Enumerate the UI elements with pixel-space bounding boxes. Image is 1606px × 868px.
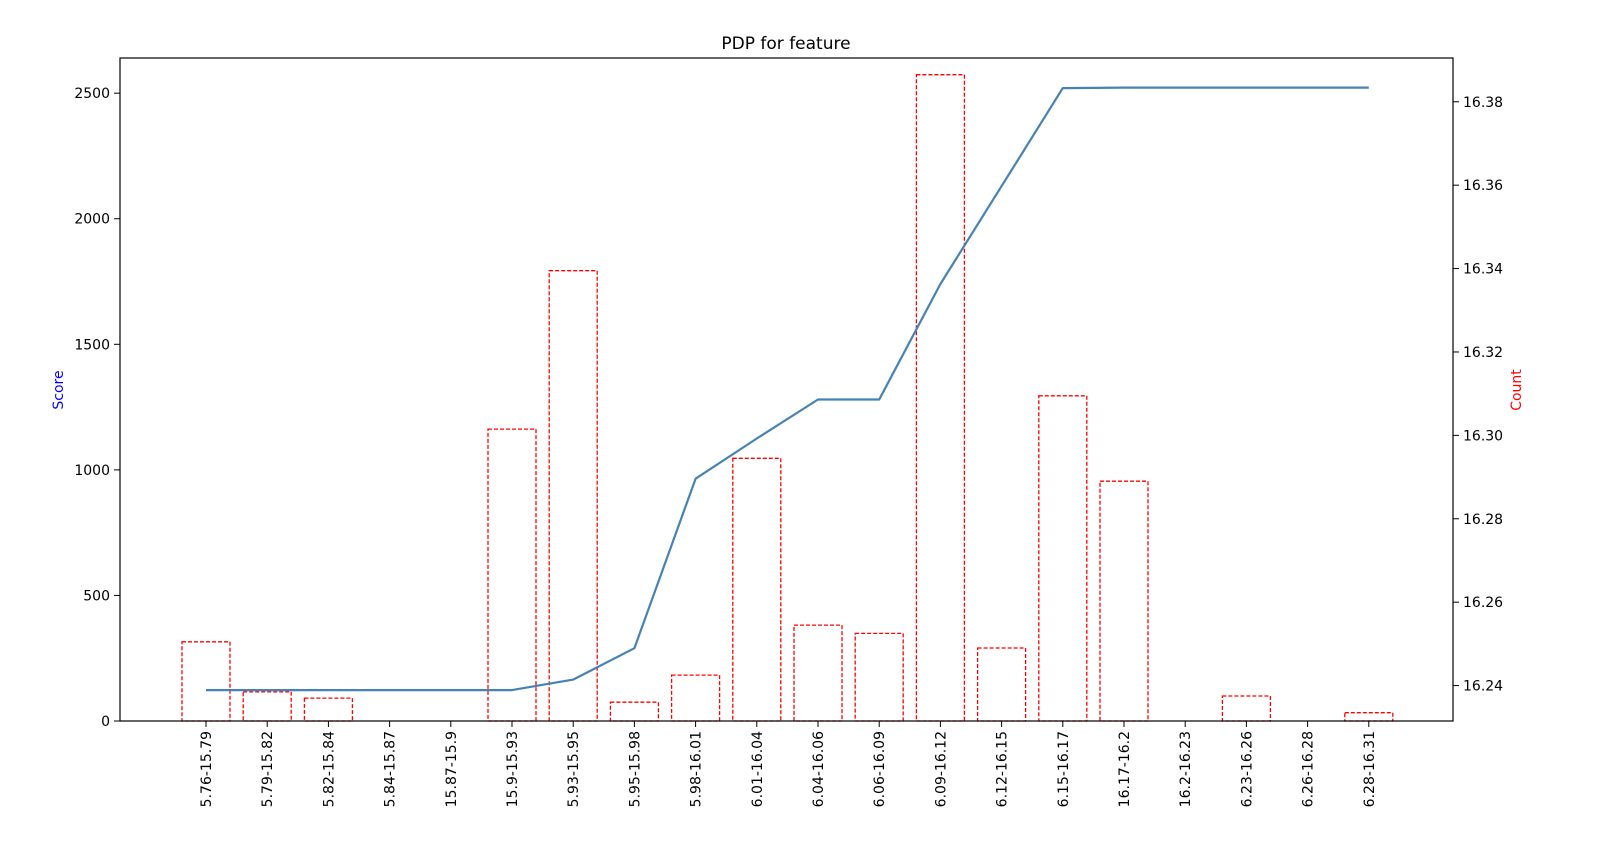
x-tick-label: 6.26-16.28 <box>1301 731 1317 807</box>
right-tick-label: 16.24 <box>1463 679 1503 695</box>
x-tick-label: 15.87-15.9 <box>444 731 460 807</box>
x-tick-label: 6.09-16.12 <box>933 731 949 807</box>
x-tick-label: 5.95-15.98 <box>627 731 643 807</box>
left-tick-label: 0 <box>101 714 110 730</box>
x-tick-label: 6.23-16.26 <box>1239 731 1255 807</box>
left-tick-label: 500 <box>83 588 110 604</box>
y-axis-label: Score <box>51 370 67 409</box>
x-tick-label: 5.84-15.87 <box>383 731 399 807</box>
count-bar <box>548 270 598 722</box>
right-tick-label: 16.38 <box>1463 95 1503 111</box>
count-bar <box>242 691 292 722</box>
x-tick-label: 5.98-16.01 <box>689 731 705 807</box>
left-y-axis: 0 500 1000 1500 2000 2500 <box>74 86 120 730</box>
x-tick-label: 16.2-16.23 <box>1178 731 1194 807</box>
y2-axis-label: Count <box>1509 369 1525 411</box>
plot-frame <box>119 57 1454 722</box>
left-tick-label: 1500 <box>74 337 110 353</box>
count-bars <box>181 74 1394 722</box>
right-tick-label: 16.26 <box>1463 595 1503 611</box>
x-tick-label: 6.28-16.31 <box>1362 731 1378 807</box>
x-tick-label: 5.93-15.95 <box>566 731 582 807</box>
left-tick-label: 1000 <box>74 463 110 479</box>
count-bar <box>732 457 782 722</box>
count-bar <box>303 697 354 722</box>
x-tick-label: 6.06-16.09 <box>872 731 888 807</box>
score-line-layer <box>206 86 1369 692</box>
x-tick-label: 15.9-15.93 <box>505 731 521 807</box>
x-tick-label: 16.17-16.2 <box>1117 731 1133 807</box>
count-bar <box>1038 395 1088 722</box>
right-tick-label: 16.36 <box>1463 178 1503 194</box>
count-bar <box>854 632 904 722</box>
count-bar <box>1099 480 1149 722</box>
x-tick-label: 5.82-15.84 <box>321 731 337 807</box>
count-bar <box>181 641 231 722</box>
right-y-axis: 16.24 16.26 16.28 16.30 16.32 16.34 16.36 16.38 <box>1453 95 1503 695</box>
x-tick-label: 6.15-16.17 <box>1056 731 1072 807</box>
count-bar <box>670 674 721 722</box>
score-line <box>206 86 1369 692</box>
left-tick-label: 2000 <box>74 212 110 228</box>
count-bar <box>793 624 843 722</box>
right-tick-label: 16.34 <box>1463 262 1503 278</box>
count-bar <box>487 428 537 722</box>
left-tick-label: 2500 <box>74 86 110 102</box>
x-tick-label: 5.76-15.79 <box>199 731 215 807</box>
count-bar <box>609 701 660 722</box>
x-tick-label: 6.01-16.04 <box>750 731 766 807</box>
count-bar <box>1344 712 1394 722</box>
x-tick-label: 5.79-15.82 <box>260 731 276 807</box>
right-tick-label: 16.32 <box>1463 345 1503 361</box>
x-axis: 5.76-15.79 5.79-15.82 5.82-15.84 5.84-15.87… <box>199 721 1378 807</box>
x-tick-label: 6.12-16.15 <box>995 731 1011 807</box>
right-tick-label: 16.30 <box>1463 428 1503 444</box>
count-bar <box>976 647 1027 722</box>
chart-title: PDP for feature <box>721 34 850 54</box>
right-tick-label: 16.28 <box>1463 512 1503 528</box>
count-bar <box>915 74 966 722</box>
count-bar <box>1221 695 1272 722</box>
x-tick-label: 6.04-16.06 <box>811 731 827 807</box>
